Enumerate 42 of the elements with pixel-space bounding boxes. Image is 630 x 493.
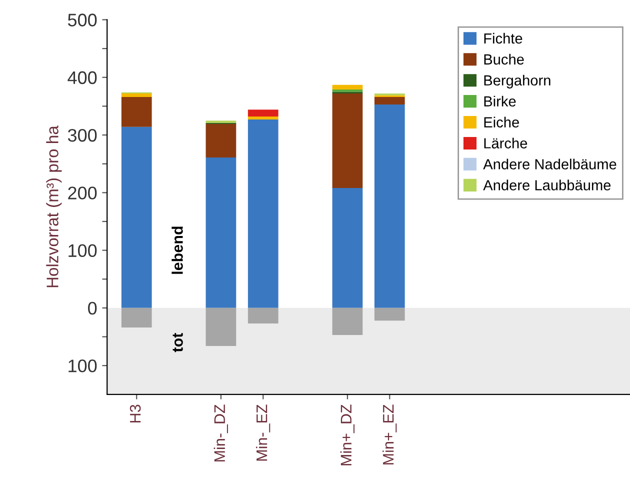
legend-label: Buche <box>484 54 524 65</box>
x-tick-label: Min-_EZ <box>256 404 270 461</box>
bar <box>332 89 363 92</box>
bar <box>248 116 278 120</box>
bar <box>206 157 236 308</box>
x-tick-label: H3 <box>130 404 141 422</box>
bar <box>332 188 363 308</box>
bar <box>206 308 236 346</box>
bar <box>248 308 278 324</box>
y-tick-label: 100 <box>68 244 97 258</box>
y-tick-label: 300 <box>68 128 97 142</box>
bar <box>332 308 363 336</box>
legend-label: Andere Laubbäume <box>483 180 611 190</box>
legend-label: Lärche <box>484 138 528 148</box>
annotation: tot <box>172 332 183 352</box>
x-tick-label: Min+_DZ <box>340 404 354 466</box>
y-axis-title: Holzvorrat (m³) pro ha <box>46 126 62 288</box>
bar <box>121 126 152 308</box>
bar <box>332 84 363 90</box>
bar <box>374 96 405 104</box>
bar <box>121 308 152 328</box>
y-tick-label: 400 <box>68 71 97 84</box>
x-tick-label: Min+_EZ <box>382 404 397 464</box>
bar <box>121 96 152 127</box>
legend-label: Eiche <box>484 116 519 128</box>
y-tick-label: 0 <box>88 302 97 315</box>
bar <box>206 124 236 158</box>
bar <box>248 110 278 117</box>
bar <box>248 119 278 308</box>
bar <box>121 94 152 97</box>
y-tick-label: 500 <box>68 14 97 26</box>
legend-label: Andere Nadelbäume <box>483 158 616 170</box>
bar <box>374 308 405 321</box>
bar <box>332 94 363 188</box>
legend-label: Fichte <box>484 32 522 44</box>
legend-label: Bergahorn <box>484 74 550 88</box>
legend-label: Birke <box>484 96 516 107</box>
y-tick-label: 100 <box>68 360 97 372</box>
bar <box>374 104 405 308</box>
y-tick-label: 200 <box>68 186 97 200</box>
annotation: lebend <box>172 226 183 274</box>
x-tick-label: Min-_DZ <box>214 404 228 462</box>
